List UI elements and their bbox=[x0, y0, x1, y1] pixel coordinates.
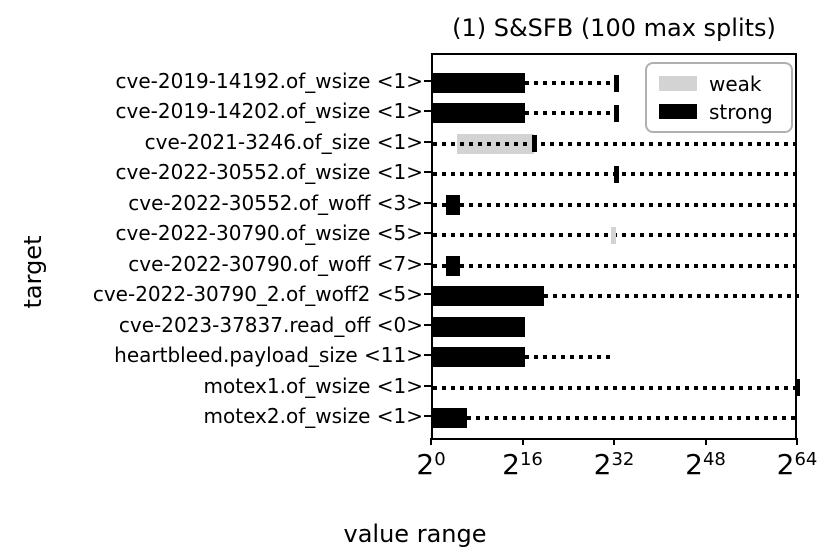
x-tick-label: 248 bbox=[666, 448, 746, 481]
legend-swatch-strong bbox=[659, 104, 697, 119]
x-tick-exponent: 16 bbox=[519, 449, 543, 470]
legend-box: weak strong bbox=[645, 62, 793, 133]
y-tick-label: cve-2019-14202.of_wsize <1> bbox=[115, 99, 423, 124]
strong-point-marker bbox=[613, 74, 619, 92]
strong-range-bar bbox=[433, 103, 525, 124]
dotted-range-line bbox=[433, 385, 799, 390]
chart-title: (1) S&SFB (100 max splits) bbox=[452, 14, 776, 42]
y-tick-mark bbox=[424, 384, 431, 387]
y-tick-label: cve-2023-37837.read_off <0> bbox=[118, 312, 423, 337]
x-tick-mark bbox=[521, 438, 524, 445]
dotted-range-line bbox=[433, 263, 799, 268]
legend-label: weak bbox=[709, 71, 762, 96]
dotted-range-line bbox=[524, 111, 616, 116]
x-tick-exponent: 0 bbox=[434, 449, 446, 470]
y-tick-mark bbox=[424, 201, 431, 204]
y-tick-label: motex2.of_wsize <1> bbox=[203, 403, 423, 428]
y-tick-label: cve-2022-30790.of_woff <7> bbox=[128, 251, 423, 276]
dotted-range-line bbox=[524, 81, 616, 85]
x-tick-exponent: 32 bbox=[611, 449, 635, 470]
y-tick-label: cve-2022-30552.of_wsize <1> bbox=[115, 160, 423, 185]
legend-label: strong bbox=[709, 99, 773, 124]
y-tick-label: motex1.of_wsize <1> bbox=[203, 373, 423, 398]
y-tick-mark bbox=[424, 80, 431, 82]
x-tick-label: 264 bbox=[757, 448, 830, 481]
y-tick-label: cve-2021-3246.of_size <1> bbox=[144, 129, 423, 154]
strong-point-marker bbox=[794, 379, 800, 396]
dotted-range-line bbox=[433, 141, 799, 146]
strong-range-bar bbox=[433, 316, 525, 337]
x-tick-label: 20 bbox=[391, 448, 471, 481]
y-tick-label: heartbleed.payload_size <11> bbox=[114, 343, 423, 368]
x-tick-base: 2 bbox=[593, 448, 612, 481]
strong-point-marker bbox=[613, 104, 619, 122]
strong-point-marker bbox=[613, 165, 619, 183]
x-tick-label: 216 bbox=[483, 448, 563, 481]
y-tick-mark bbox=[424, 293, 431, 296]
y-tick-mark bbox=[424, 414, 431, 417]
legend-entry: weak bbox=[659, 73, 791, 95]
x-tick-mark bbox=[704, 438, 707, 445]
x-tick-base: 2 bbox=[776, 448, 795, 481]
weak-point-marker bbox=[611, 226, 617, 244]
strong-range-bar bbox=[433, 286, 544, 307]
y-tick-mark bbox=[424, 232, 431, 235]
strong-point-marker bbox=[531, 135, 537, 153]
y-tick-label: cve-2019-14192.of_wsize <1> bbox=[115, 69, 423, 93]
y-tick-mark bbox=[424, 354, 431, 357]
y-tick-label: cve-2022-30552.of_woff <3> bbox=[128, 190, 423, 215]
y-tick-label: cve-2022-30790_2.of_woff2 <5> bbox=[92, 282, 423, 307]
legend-entry: strong bbox=[659, 101, 791, 123]
x-tick-base: 2 bbox=[416, 448, 435, 481]
y-tick-mark bbox=[424, 140, 431, 143]
plot-area bbox=[431, 53, 800, 440]
dotted-range-line bbox=[467, 415, 799, 420]
strong-range-bar bbox=[433, 73, 525, 93]
legend-swatch-weak bbox=[659, 76, 697, 91]
x-tick-mark bbox=[796, 438, 798, 445]
x-tick-mark bbox=[430, 438, 432, 445]
x-tick-base: 2 bbox=[685, 448, 703, 481]
dotted-range-line bbox=[433, 202, 799, 207]
x-tick-exponent: 48 bbox=[702, 449, 726, 470]
strong-range-bar bbox=[433, 347, 525, 368]
y-tick-mark bbox=[424, 171, 431, 174]
strong-range-bar bbox=[433, 407, 468, 428]
dotted-range-line bbox=[543, 294, 799, 299]
x-tick-base: 2 bbox=[502, 448, 520, 481]
x-tick-exponent: 64 bbox=[794, 449, 818, 470]
dotted-range-line bbox=[524, 355, 614, 360]
y-tick-label: cve-2022-30790.of_wsize <5> bbox=[115, 221, 423, 246]
strong-range-bar bbox=[445, 194, 461, 215]
y-tick-mark bbox=[424, 262, 431, 265]
strong-range-bar bbox=[445, 255, 461, 276]
y-tick-mark bbox=[424, 323, 431, 326]
x-tick-label: 232 bbox=[574, 448, 654, 481]
y-tick-mark bbox=[424, 110, 431, 113]
x-axis-label: value range bbox=[343, 520, 487, 548]
x-tick-mark bbox=[613, 438, 615, 445]
